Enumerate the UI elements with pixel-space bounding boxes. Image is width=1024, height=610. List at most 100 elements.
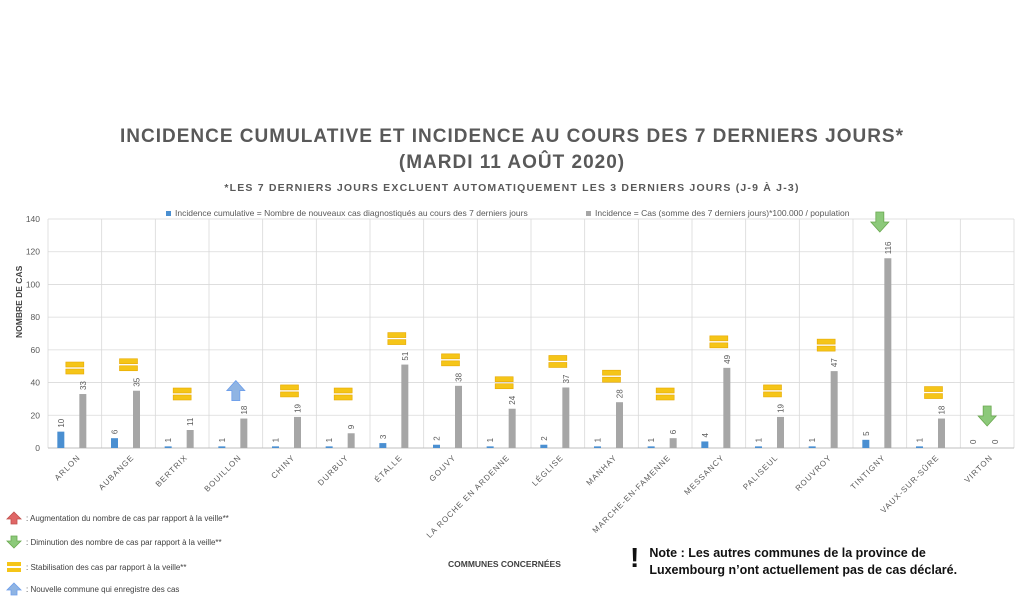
chart-subtitle: *LES 7 DERNIERS JOURS EXCLUENT AUTOMATIQ… (224, 182, 800, 194)
bar-incidence (777, 416, 784, 448)
x-tick-label: LÉGLISE (530, 453, 565, 488)
x-tick-label: VIRTON (963, 453, 995, 485)
data-label-incidence: 19 (294, 403, 303, 412)
bar-cumulative (701, 441, 709, 448)
data-label-cumulative: 1 (164, 437, 173, 442)
red-up-arrow-icon (6, 511, 22, 525)
bar-incidence (562, 387, 570, 448)
stable-icon (709, 342, 729, 349)
note-box: ! Note : Les autres communes de la provi… (630, 542, 989, 579)
bar-incidence (240, 418, 248, 448)
x-tick-label: MESSANCY (682, 453, 726, 497)
decrease-arrow-icon (869, 211, 890, 233)
stable-icon (280, 391, 299, 398)
legend-series1: Incidence cumulative = Nombre de nouveau… (166, 208, 528, 218)
bar-cumulative (325, 446, 333, 448)
stable-icon (548, 362, 568, 368)
x-tick-label: GOUVY (428, 453, 458, 483)
x-tick-label: BERTRIX (154, 453, 190, 489)
data-label-cumulative: 1 (486, 437, 495, 442)
stable-icon (172, 394, 192, 401)
decrease-arrow-icon (977, 405, 998, 427)
y-tick-label: 60 (31, 345, 41, 355)
bar-cumulative (111, 438, 118, 448)
data-label-cumulative: 1 (272, 437, 281, 442)
bar-incidence (830, 371, 838, 448)
key-new: : Nouvelle commune qui enregistre des ca… (6, 582, 179, 596)
bar-incidence (669, 438, 677, 448)
y-axis-title: NOMBRE DE CAS (14, 265, 24, 338)
data-label-incidence: 18 (938, 405, 947, 414)
data-label-cumulative: 2 (433, 436, 442, 441)
stable-icon (602, 369, 621, 376)
bar-incidence (884, 258, 892, 448)
x-axis-title: COMMUNES CONCERNÉES (448, 559, 561, 569)
stable-icon (602, 376, 621, 383)
y-tick-label: 0 (35, 443, 40, 453)
stable-icon (816, 338, 836, 345)
key-new-label: : Nouvelle commune qui enregistre des ca… (26, 584, 180, 594)
data-label-incidence: 24 (508, 395, 517, 404)
key-stable: : Stabilisation des cas par rapport à la… (6, 560, 187, 574)
y-tick-label: 140 (26, 214, 40, 224)
data-label-incidence: 51 (401, 351, 410, 360)
stable-icon (119, 358, 138, 365)
bar-incidence (508, 408, 516, 448)
bar-incidence (723, 367, 731, 448)
data-label-incidence: 35 (133, 377, 142, 386)
data-label-cumulative: 6 (111, 429, 120, 434)
bar-incidence (455, 385, 462, 448)
data-label-cumulative: 2 (540, 436, 549, 441)
bar-cumulative (540, 444, 548, 448)
key-increase-label: : Augmentation du nombre de cas par rapp… (26, 513, 229, 523)
data-label-cumulative: 1 (594, 437, 603, 442)
bar-incidence (186, 430, 194, 448)
data-label-incidence: 33 (79, 381, 88, 390)
x-tick-label: TINTIGNY (849, 453, 887, 491)
data-label-cumulative: 3 (379, 434, 388, 439)
bar-incidence (401, 364, 409, 448)
stable-icon (494, 383, 514, 390)
data-label-cumulative: 5 (862, 431, 871, 436)
y-tick-label: 20 (31, 410, 41, 420)
data-label-incidence: 9 (347, 424, 356, 429)
data-label-incidence: 11 (186, 417, 195, 426)
stable-icon (65, 361, 85, 368)
x-tick-label: DURBUY (316, 453, 350, 487)
legend-series2: Incidence = Cas (somme des 7 derniers jo… (586, 208, 849, 218)
x-tick-label: PALISEUL (741, 453, 780, 492)
bar-cumulative (379, 443, 387, 448)
data-label-incidence: 47 (830, 358, 839, 367)
bar-cumulative (433, 444, 440, 448)
exclamation-icon: ! (630, 542, 640, 573)
legend-swatch-blue (166, 210, 171, 216)
bar-cumulative (647, 446, 655, 448)
x-tick-label: BOUILLON (203, 453, 244, 494)
bar-incidence (294, 416, 301, 448)
x-tick-label: CHINY (269, 453, 296, 480)
data-label-cumulative: 4 (701, 432, 710, 437)
y-tick-label: 120 (26, 247, 40, 257)
stable-icon (172, 387, 192, 394)
x-tick-label: VAUX-SUR-SÛRE (879, 453, 941, 515)
data-label-incidence: 37 (562, 374, 571, 383)
bar-cumulative (486, 446, 494, 448)
x-tick-label: MANHAY (585, 453, 619, 487)
legend-series1-label: Incidence cumulative = Nombre de nouveau… (175, 208, 528, 218)
note-text: Note : Les autres communes de la provinc… (649, 546, 958, 577)
stable-icon (387, 339, 407, 345)
key-stable-label: : Stabilisation des cas par rapport à la… (26, 562, 187, 572)
data-label-incidence: 0 (991, 439, 1000, 444)
bar-incidence (133, 390, 140, 448)
data-label-cumulative: 1 (647, 437, 656, 442)
bar-cumulative (916, 446, 923, 448)
x-tick-label: ARLON (53, 453, 82, 482)
data-label-incidence: 38 (455, 372, 464, 381)
data-label-incidence: 116 (884, 241, 893, 254)
stable-icon (333, 394, 353, 401)
stable-icon (655, 387, 675, 394)
data-label-cumulative: 1 (808, 437, 817, 442)
data-label-cumulative: 0 (969, 439, 978, 444)
bar-cumulative (755, 446, 762, 448)
bar-incidence (79, 394, 87, 448)
